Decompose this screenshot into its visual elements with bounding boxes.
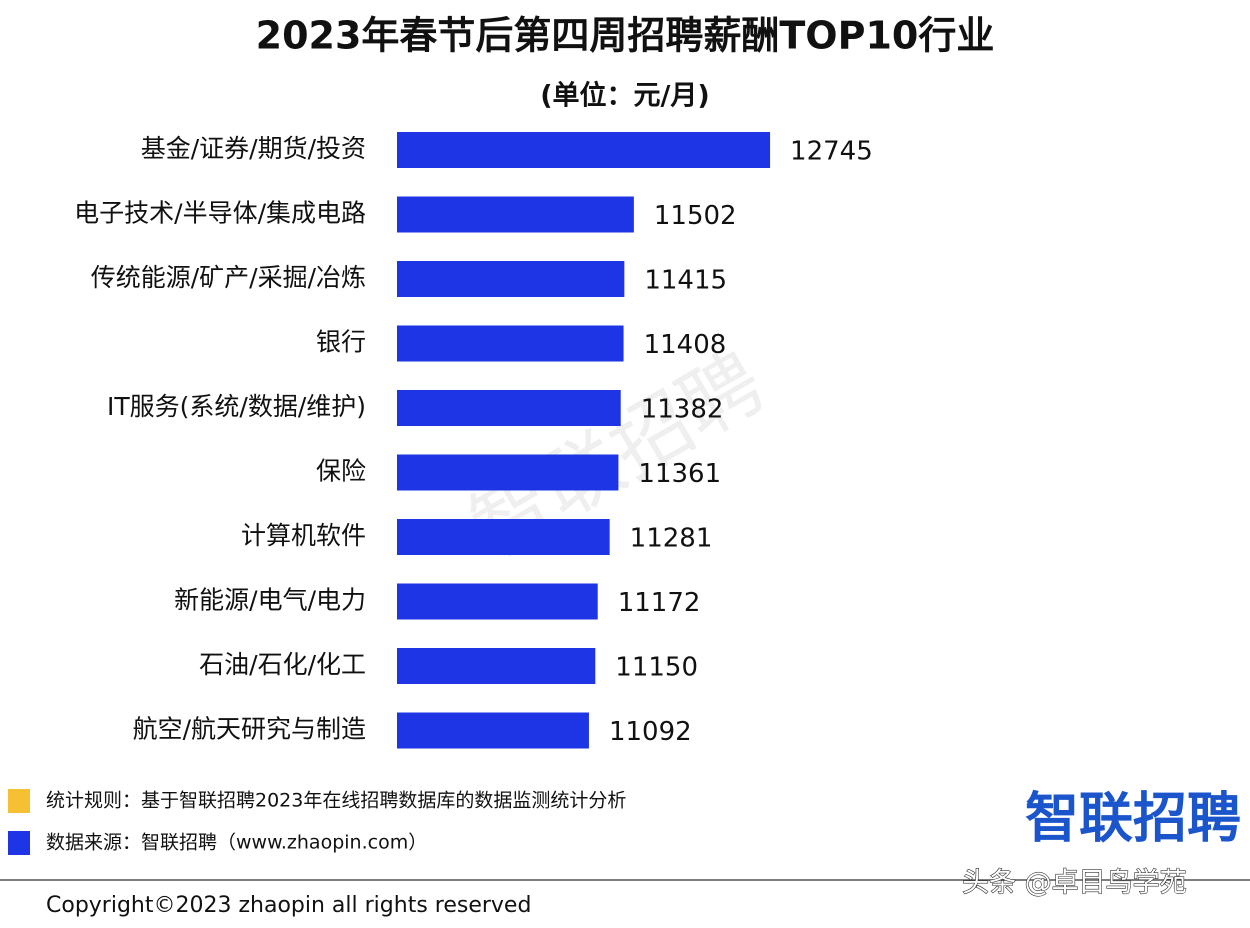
bar [397,712,589,749]
note-swatch [8,831,30,855]
category-label: 航空/航天研究与制造 [133,715,366,744]
value-label: 11361 [638,459,721,489]
source-mark: 头条 @卓目鸟学苑 [962,868,1187,899]
bar [397,454,619,491]
bar [397,519,610,555]
category-label: IT服务(系统/数据/维护) [107,392,366,421]
value-label: 11092 [609,717,692,747]
bar [397,325,624,362]
bar [397,583,598,620]
bar [397,261,625,297]
value-label: 11150 [615,653,698,683]
bar [397,132,771,168]
note-text: 数据来源：智联招聘（www.zhaopin.com） [46,832,427,854]
value-label: 11382 [641,395,724,425]
category-label: 电子技术/半导体/集成电路 [74,199,366,228]
value-label: 11415 [644,266,727,296]
category-label: 保险 [316,457,366,486]
category-label: 基金/证券/期货/投资 [141,134,366,163]
chart-subtitle: (单位：元/月) [540,80,710,112]
value-label: 11172 [618,588,701,618]
category-label: 传统能源/矿产/采掘/冶炼 [91,263,366,292]
value-label: 11408 [644,330,727,360]
value-label: 12745 [790,137,873,167]
note-text: 统计规则：基于智联招聘2023年在线招聘数据库的数据监测统计分析 [46,790,626,812]
copyright: Copyright©2023 zhaopin all rights reserv… [46,893,531,918]
category-label: 银行 [316,328,366,357]
category-label: 石油/石化/化工 [199,650,366,679]
value-label: 11281 [630,524,713,554]
bar [397,196,634,233]
chart-title: 2023年春节后第四周招聘薪酬TOP10行业 [256,14,995,58]
bar [397,648,596,684]
bar [397,390,621,426]
logo: 智联招聘 [1025,787,1241,850]
category-label: 计算机软件 [241,521,366,550]
category-label: 新能源/电气/电力 [174,586,366,615]
note-swatch [8,789,30,813]
value-label: 11502 [654,201,737,231]
